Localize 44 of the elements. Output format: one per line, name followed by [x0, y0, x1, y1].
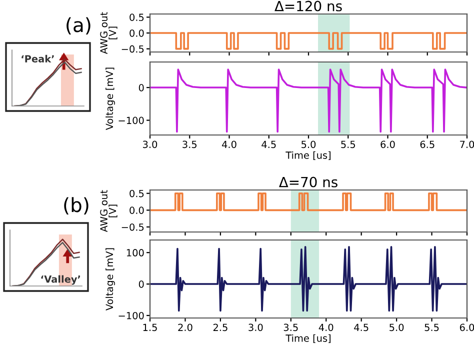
y-axis-title: AWG out [V] [100, 12, 118, 54]
y-tick-label: 0 [138, 280, 144, 288]
x-tick-label: 4.5 [354, 324, 368, 332]
y-tick-label: 0 [138, 84, 144, 92]
y-axis-title: AWG out [V] [100, 190, 118, 232]
y-tick-label: −0.5 [122, 45, 144, 53]
y-tick-label: −100 [118, 116, 144, 124]
y-tick-label: 0.5 [130, 190, 144, 198]
x-tick-label: 4.0 [318, 324, 334, 332]
x-axis-title: Time [us] [286, 334, 331, 344]
x-tick-label: 6.0 [380, 140, 395, 148]
annotation: ‘Peak’ [22, 54, 54, 62]
chart-title: Δ=120 ns [274, 0, 342, 12]
x-tick-label: 1.5 [143, 324, 157, 332]
y-tick-label: 0.0 [130, 29, 144, 37]
x-tick-label: 4.5 [262, 140, 276, 148]
line-series [150, 246, 467, 312]
y-tick-label: −100 [118, 312, 144, 320]
x-tick-label: 6.0 [460, 324, 474, 332]
x-tick-label: 5.0 [390, 324, 404, 332]
x-tick-label: 4.0 [222, 140, 236, 148]
x-tick-label: 3.0 [143, 140, 158, 148]
y-tick-label: 0.0 [130, 206, 144, 214]
y-tick-label: 0.5 [130, 14, 144, 21]
x-axis-title: Time [us] [286, 151, 331, 160]
x-tick-label: 5.0 [302, 140, 316, 148]
x-tick-label: 2.5 [213, 324, 228, 332]
chart-title: (b) [64, 197, 88, 215]
line-series [150, 68, 467, 133]
y-axis-title: Voltage [mV] [106, 68, 115, 130]
x-tick-label: 5.5 [341, 140, 356, 148]
chart-title: Δ=70 ns [278, 176, 338, 188]
y-tick-label: −0.5 [122, 223, 144, 231]
x-tick-label: 7.0 [460, 140, 474, 148]
x-tick-label: 3.5 [182, 140, 197, 148]
chart-title: (a) [66, 17, 90, 35]
y-axis-title: Voltage [mV] [106, 248, 115, 311]
annotation: ‘Valley’ [41, 275, 80, 285]
x-tick-label: 2.0 [178, 324, 192, 332]
x-tick-label: 5.5 [424, 324, 439, 332]
x-tick-label: 6.5 [420, 140, 434, 148]
x-tick-label: 3.0 [248, 324, 263, 332]
x-tick-label: 3.5 [284, 324, 298, 332]
y-tick-label: 100 [126, 249, 144, 256]
